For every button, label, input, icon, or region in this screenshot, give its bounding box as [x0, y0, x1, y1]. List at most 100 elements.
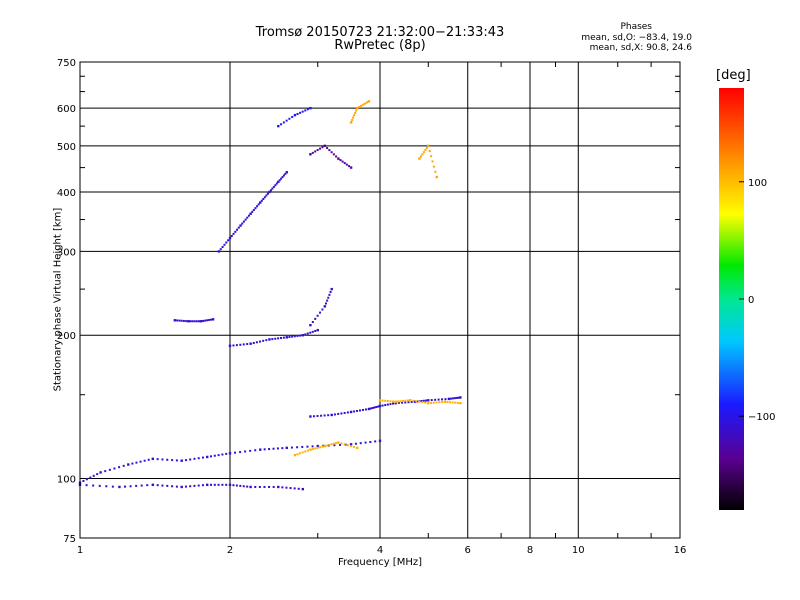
echo-point — [309, 415, 312, 418]
echo-point — [254, 449, 257, 452]
echo-point — [333, 413, 336, 416]
echo-point — [217, 483, 220, 486]
echo-point — [330, 151, 333, 154]
colorbar-tick-label: −100 — [748, 412, 775, 423]
echo-point — [341, 160, 344, 163]
echo-point — [193, 484, 196, 487]
echo-point — [252, 209, 255, 212]
echo-point — [187, 320, 190, 323]
echo-point — [262, 198, 265, 201]
echo-point — [455, 396, 458, 399]
echo-point — [280, 123, 283, 126]
echo-point — [351, 119, 354, 122]
echo-point — [359, 442, 362, 445]
colorbar-label: [deg] — [716, 68, 751, 83]
phase-stats-x-mode: mean, sd,X: 90.8, 24.6 — [589, 43, 692, 53]
echo-point — [304, 333, 307, 336]
echo-point — [347, 165, 350, 168]
echo-point — [301, 487, 305, 491]
echo-point — [337, 441, 340, 444]
echo-point — [453, 397, 456, 400]
echo-point — [309, 153, 312, 156]
echo-point — [175, 485, 178, 488]
echo-point — [301, 451, 304, 454]
echo-point — [299, 452, 302, 455]
echo-point — [459, 396, 462, 399]
echo-point — [272, 185, 275, 188]
echo-point — [290, 446, 293, 449]
echo-point — [360, 104, 363, 107]
echo-point — [296, 446, 299, 449]
echo-point — [293, 487, 296, 490]
echo-point — [434, 398, 437, 401]
colorbar-tick-label: 100 — [748, 178, 767, 189]
echo-point — [180, 319, 183, 322]
echo-point — [276, 447, 279, 450]
echo-point — [251, 210, 254, 213]
echo-point — [369, 440, 372, 443]
echo-point — [260, 199, 263, 202]
echo-point — [111, 485, 114, 488]
echo-point — [430, 401, 433, 404]
echo-point — [156, 458, 159, 461]
echo-point — [171, 485, 174, 488]
echo-point — [443, 400, 447, 403]
echo-point — [151, 457, 155, 461]
echo-point — [397, 401, 400, 404]
echo-point — [326, 444, 329, 447]
echo-point — [189, 458, 192, 461]
echo-point — [316, 314, 319, 317]
echo-point — [312, 415, 315, 418]
echo-point — [143, 459, 146, 462]
x-tick-label: 1 — [77, 545, 83, 556]
echo-point — [291, 115, 294, 118]
echo-point — [263, 485, 266, 488]
echo-point — [268, 338, 271, 341]
echo-point — [161, 484, 164, 487]
echo-point — [204, 319, 207, 322]
echo-point — [314, 329, 317, 332]
chart-subtitle: RwPretec (8p) — [334, 38, 426, 53]
echo-point — [364, 408, 367, 411]
echo-point — [285, 171, 288, 174]
echo-point — [182, 319, 185, 322]
echo-point — [386, 400, 389, 403]
echo-point — [193, 320, 196, 323]
echo-point — [332, 442, 335, 445]
echo-point — [394, 401, 397, 405]
echo-point — [246, 485, 249, 488]
echo-point — [316, 444, 319, 448]
echo-point — [413, 400, 417, 403]
echo-point — [85, 484, 88, 487]
echo-point — [221, 245, 224, 248]
echo-point — [235, 484, 238, 487]
echo-point — [340, 412, 343, 415]
echo-point — [129, 485, 132, 488]
echo-point — [435, 175, 438, 179]
echo-point — [349, 410, 353, 414]
echo-point — [355, 446, 359, 450]
echo-point — [193, 457, 196, 460]
echo-point — [339, 159, 342, 162]
echo-point — [244, 450, 247, 453]
echo-point — [332, 153, 335, 156]
echo-point — [444, 398, 447, 401]
echo-point — [392, 400, 395, 403]
echo-point — [184, 459, 187, 462]
echo-point — [306, 332, 309, 335]
echo-point — [211, 318, 215, 321]
colorbar-tick-label: 0 — [748, 295, 754, 306]
echo-point — [285, 486, 288, 489]
echo-point — [378, 439, 382, 443]
plot-frame — [79, 61, 681, 539]
echo-point — [311, 448, 314, 451]
echo-point — [249, 212, 252, 215]
echo-point — [323, 444, 327, 448]
echo-point — [269, 189, 272, 192]
echo-point — [406, 399, 409, 402]
echo-point — [92, 484, 95, 487]
echo-point — [262, 339, 265, 342]
echo-point — [311, 151, 314, 154]
echo-point — [234, 230, 237, 233]
